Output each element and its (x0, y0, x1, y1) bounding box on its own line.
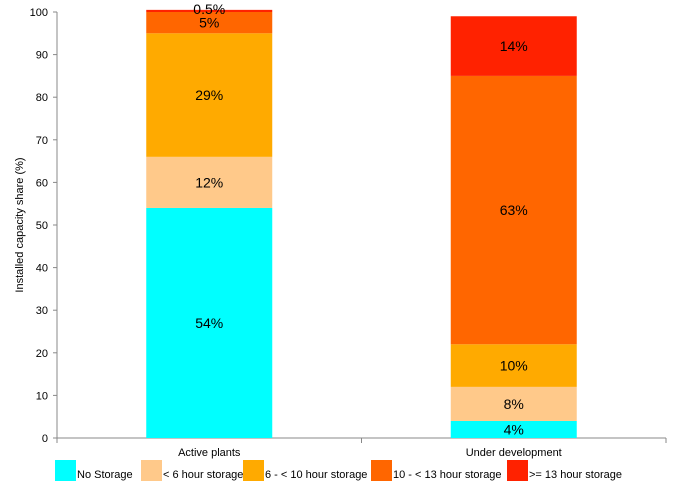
bar-segment (146, 207, 273, 438)
bar-stacks: 54% 12% 29% 5%0.5% 4% 8% 10% 63% 14% (146, 1, 577, 438)
data-label: 0.5% (193, 1, 225, 17)
data-label: 8% (504, 396, 524, 412)
legend-label: No Storage (77, 469, 133, 481)
y-tick-label: 50 (36, 220, 48, 232)
bar-segment (450, 16, 577, 76)
bar-segment (146, 9, 273, 12)
legend-label: 10 - < 13 hour storage (393, 469, 502, 481)
bar-segment (450, 344, 577, 387)
bar-segment (450, 75, 577, 345)
y-tick-label: 70 (36, 135, 48, 147)
x-category-label: Active plants (178, 447, 241, 459)
legend-label: >= 13 hour storage (529, 469, 622, 481)
legend: No Storage < 6 hour storage 6 - < 10 hour … (55, 460, 676, 482)
y-tick-label: 30 (36, 305, 48, 317)
data-label: 4% (504, 421, 524, 437)
y-tick-label: 20 (36, 348, 48, 360)
bar-segment (450, 420, 577, 438)
y-tick-label: 80 (36, 92, 48, 104)
data-label: 54% (195, 315, 223, 331)
data-label: 5% (199, 15, 219, 31)
data-label: 29% (195, 87, 223, 103)
y-tick-label: 0 (42, 433, 48, 445)
bar-segment (146, 33, 273, 157)
data-label: 10% (500, 358, 528, 374)
x-category-label: Under development (466, 447, 562, 459)
x-axis-categories: Active plants Under development (56, 438, 667, 459)
y-tick-label: 90 (36, 50, 48, 62)
legend-swatch (243, 460, 264, 481)
y-axis-ticks: 0 10 20 30 40 50 60 70 80 90 100 (30, 7, 57, 445)
legend-swatch (371, 460, 392, 481)
legend-label: 6 - < 10 hour storage (265, 469, 368, 481)
legend-swatch (507, 460, 528, 481)
y-tick-label: 40 (36, 263, 48, 275)
data-label: 12% (195, 174, 223, 190)
y-tick-label: 10 (36, 390, 48, 402)
bar-segment (450, 386, 577, 421)
y-axis-label: Installed capacity share (%) (14, 157, 26, 292)
bar-segment (146, 156, 273, 208)
legend-swatch (55, 460, 76, 481)
y-tick-label: 100 (30, 7, 48, 19)
y-tick-label: 60 (36, 177, 48, 189)
legend-swatch (141, 460, 162, 481)
data-label: 14% (500, 38, 528, 54)
bar-segment (146, 12, 273, 34)
legend-label: < 6 hour storage (163, 469, 244, 481)
data-label: 63% (500, 202, 528, 218)
